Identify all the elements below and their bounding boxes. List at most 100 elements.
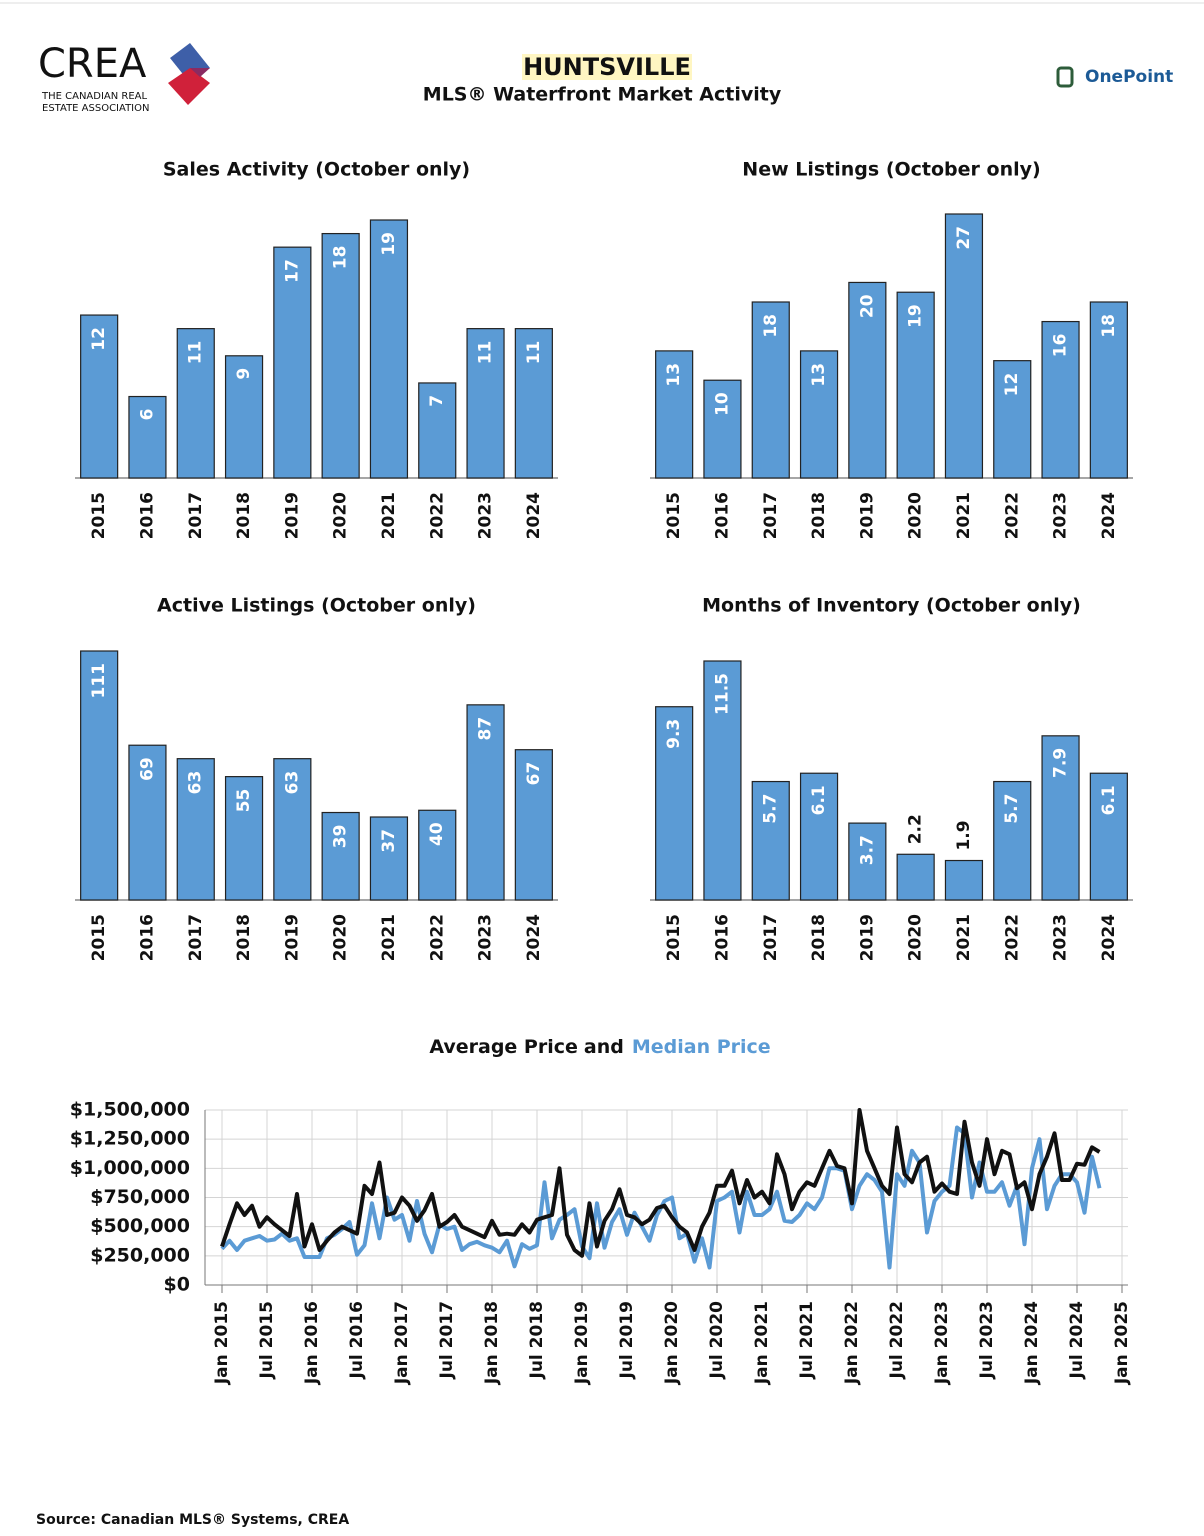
x-tick-label: 2022 [427, 492, 447, 539]
x-tick-label: Jan 2018 [482, 1301, 502, 1385]
x-tick-label: 2017 [186, 492, 206, 539]
x-tick-label: 2015 [664, 914, 684, 961]
value-label: 9.3 [664, 719, 684, 749]
x-tick-label: Jul 2022 [887, 1301, 907, 1380]
value-label: 111 [89, 663, 109, 699]
x-tick-label: 2020 [906, 492, 926, 539]
value-label: 11 [524, 341, 544, 365]
bar [514, 749, 553, 901]
value-label: 37 [379, 829, 399, 853]
value-label: 7 [427, 395, 447, 407]
bar [1089, 301, 1128, 479]
value-label: 17 [282, 259, 302, 283]
bar [1041, 320, 1080, 479]
bar [944, 213, 984, 479]
x-tick-label: 2023 [1051, 914, 1071, 961]
x-tick-label: Jul 2021 [797, 1301, 817, 1380]
chart-title: Months of Inventory (October only) [702, 595, 1081, 617]
bar [80, 314, 119, 479]
value-label: 63 [186, 771, 206, 795]
x-tick-label: Jan 2019 [572, 1301, 592, 1385]
value-label: 2.2 [906, 814, 926, 844]
bar [1089, 772, 1128, 901]
x-tick-label: 2021 [379, 492, 399, 539]
bar [993, 360, 1032, 479]
title-text: and [584, 1036, 624, 1058]
bar [273, 246, 312, 479]
x-tick-label: 2022 [1002, 914, 1022, 961]
x-tick-label: Jul 2015 [257, 1301, 277, 1380]
bar [848, 822, 887, 901]
bar [321, 232, 360, 479]
bar [799, 772, 839, 901]
price-line [220, 1108, 1101, 1258]
bar [466, 328, 505, 479]
x-tick-label: 2019 [282, 492, 302, 539]
x-tick-label: 2022 [1002, 492, 1022, 539]
value-label: 6.1 [809, 785, 829, 815]
title-highlight [522, 54, 692, 80]
x-tick-label: 2018 [234, 492, 254, 539]
value-label: 55 [234, 789, 254, 813]
x-tick-label: 2024 [1099, 492, 1119, 539]
bar [176, 328, 215, 479]
value-label: 7.9 [1051, 748, 1071, 778]
value-label: 11 [476, 341, 496, 365]
x-tick-label: Jan 2022 [842, 1301, 862, 1385]
x-tick-label: Jul 2017 [437, 1301, 457, 1380]
crea-subtitle: ESTATE ASSOCIATION [42, 103, 149, 114]
crea-logo: CREA [38, 41, 147, 87]
x-tick-label: 2016 [712, 914, 732, 961]
x-tick-label: 2020 [331, 492, 351, 539]
bar [703, 379, 742, 479]
chart-title: Sales Activity (October only) [163, 159, 470, 181]
x-tick-label: Jan 2023 [932, 1301, 952, 1385]
page-title: HUNTSVILLE [523, 53, 691, 81]
bar [80, 650, 119, 901]
x-tick-label: Jan 2020 [662, 1301, 682, 1385]
bar [655, 350, 694, 479]
legend-label: Median Price [632, 1036, 771, 1058]
bar [369, 816, 409, 901]
bar [128, 395, 167, 479]
value-label: 27 [954, 226, 974, 250]
chart-title: Active Listings (October only) [157, 595, 476, 617]
y-tick-label: $1,000,000 [70, 1157, 190, 1179]
x-tick-label: Jul 2018 [527, 1301, 547, 1380]
y-tick-label: $500,000 [90, 1215, 190, 1237]
bar [751, 780, 790, 901]
bar [273, 758, 312, 901]
value-label: 1.9 [954, 820, 974, 850]
bar [224, 355, 264, 479]
x-tick-label: 2021 [379, 914, 399, 961]
x-tick-label: 2021 [954, 492, 974, 539]
value-label: 11 [186, 341, 206, 365]
bar [514, 328, 553, 479]
bar [848, 281, 887, 479]
bar [751, 301, 790, 479]
x-tick-label: 2020 [331, 914, 351, 961]
x-tick-label: Jul 2023 [977, 1301, 997, 1380]
page-subtitle: MLS® Waterfront Market Activity [423, 84, 782, 106]
x-tick-label: 2017 [186, 914, 206, 961]
value-label: 16 [1051, 334, 1071, 358]
x-tick-label: 2024 [524, 492, 544, 539]
value-label: 20 [857, 294, 877, 318]
x-tick-label: Jan 2017 [392, 1301, 412, 1385]
x-tick-label: 2015 [664, 492, 684, 539]
value-label: 87 [476, 717, 496, 741]
chart-title: Average Price and Median Price [429, 1036, 770, 1058]
x-tick-label: 2019 [857, 492, 877, 539]
value-label: 40 [427, 822, 447, 846]
value-label: 18 [331, 246, 351, 270]
value-label: 19 [379, 232, 399, 256]
value-label: 3.7 [857, 835, 877, 865]
bar [896, 853, 935, 901]
bar [799, 350, 839, 479]
value-label: 9 [234, 368, 254, 380]
y-tick-label: $1,250,000 [70, 1128, 190, 1150]
x-tick-label: Jul 2019 [617, 1301, 637, 1380]
source-note: Source: Canadian MLS® Systems, CREA [36, 1512, 349, 1528]
x-tick-label: 2015 [89, 914, 109, 961]
x-tick-label: Jul 2020 [707, 1301, 727, 1380]
